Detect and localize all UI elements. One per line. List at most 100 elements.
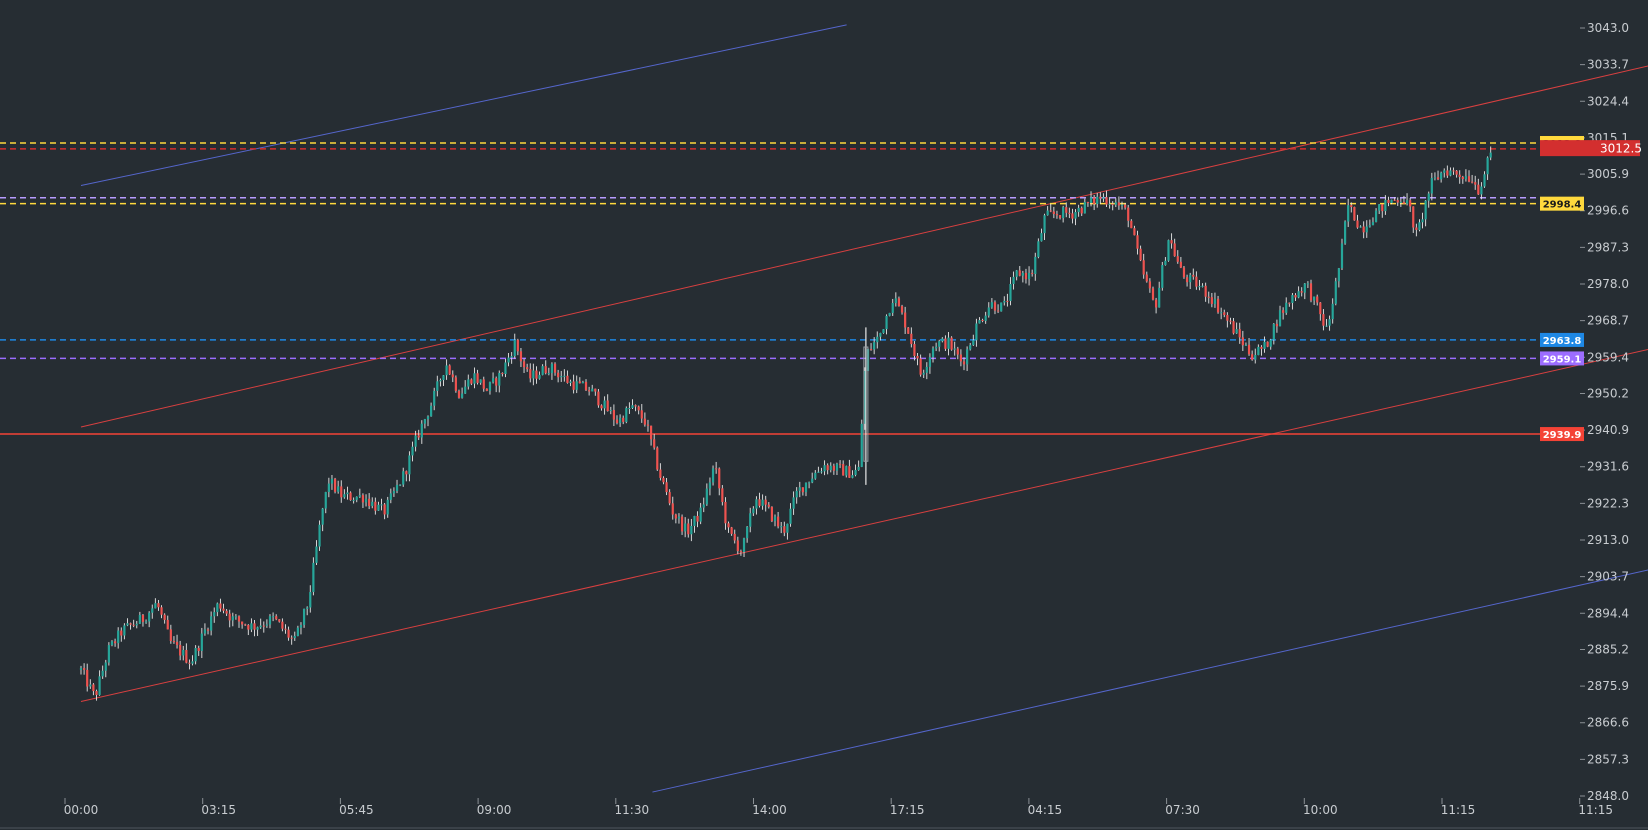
candle-body xyxy=(553,363,557,373)
time-tick-label: 17:15 xyxy=(890,803,925,817)
candle-body xyxy=(755,499,758,509)
candle-body xyxy=(120,630,123,636)
candle-body xyxy=(433,390,436,406)
candle-body xyxy=(1446,170,1449,176)
candle-body xyxy=(498,372,501,386)
candle-body xyxy=(987,307,990,316)
candle-body xyxy=(1331,303,1334,320)
candle-body xyxy=(1412,206,1415,228)
candle-body xyxy=(1139,248,1142,261)
candle-body xyxy=(947,337,950,349)
time-tick-label: 09:00 xyxy=(477,803,512,817)
candle-body xyxy=(1176,256,1179,262)
time-axis[interactable]: 00:00 03:15 05:45 09:00 11:30 14:00 17:15 04:15… xyxy=(0,798,1648,829)
trend-line xyxy=(80,24,847,187)
candle-body xyxy=(798,487,801,491)
candle-body xyxy=(1201,285,1204,287)
candle-body xyxy=(163,614,166,620)
candle-body xyxy=(978,319,981,324)
candle-body xyxy=(721,488,724,502)
candle-body xyxy=(1415,227,1418,230)
candle-body xyxy=(1427,193,1430,201)
candle-body xyxy=(832,465,835,471)
candle-body xyxy=(736,540,739,552)
candle-body xyxy=(649,425,653,440)
candle-body xyxy=(1238,329,1241,338)
candle-body xyxy=(516,339,519,352)
candle-body xyxy=(851,475,854,478)
candle-body xyxy=(879,332,882,337)
candle-body xyxy=(730,527,733,534)
candle-body xyxy=(256,627,259,630)
candle-body xyxy=(674,514,677,519)
candle-body xyxy=(916,355,919,359)
candle-body xyxy=(1263,341,1266,349)
candle-body xyxy=(538,374,541,379)
candle-body xyxy=(646,424,650,426)
candle-body xyxy=(113,641,117,644)
candle-body xyxy=(526,367,529,370)
price-tick-label: 2913.0 xyxy=(1587,533,1629,547)
candle-body xyxy=(925,366,928,373)
candle-body xyxy=(151,608,154,613)
price-tick-label: 2968.7 xyxy=(1587,314,1629,328)
candle-body xyxy=(383,504,386,515)
candle-body xyxy=(563,375,566,377)
candle-body xyxy=(1108,203,1111,205)
candle-body xyxy=(609,410,612,412)
candle-body xyxy=(1021,272,1024,276)
candle-body xyxy=(101,670,104,677)
price-tick-label: 3033.7 xyxy=(1587,58,1629,72)
candle-body xyxy=(213,612,216,617)
candle-body xyxy=(271,616,275,618)
candle-body xyxy=(129,623,132,625)
time-tick-label: 11:30 xyxy=(615,803,650,817)
candle-body xyxy=(724,501,727,524)
candle-body xyxy=(606,400,609,412)
candle-body xyxy=(358,495,361,497)
candle-body xyxy=(547,373,550,375)
candle-body xyxy=(972,340,975,346)
price-tag xyxy=(1540,427,1584,442)
candle-body xyxy=(293,635,296,639)
candle-body xyxy=(1182,267,1186,278)
price-tick-label: 2940.9 xyxy=(1587,423,1629,437)
candle-body xyxy=(473,373,476,384)
candle-body xyxy=(491,378,495,383)
candle-body xyxy=(244,624,247,626)
candle-body xyxy=(206,629,210,631)
candle-body xyxy=(566,375,569,383)
candle-body xyxy=(1306,283,1310,285)
candle-body xyxy=(417,435,420,438)
candle-body xyxy=(268,616,272,625)
candle-body xyxy=(262,625,265,627)
candle-body xyxy=(643,418,646,425)
candle-body xyxy=(693,515,696,526)
candle-body xyxy=(702,504,705,508)
candle-body xyxy=(485,388,488,391)
candle-body xyxy=(476,373,479,383)
candle-body xyxy=(711,468,715,483)
candle-body xyxy=(225,610,228,614)
candle-body xyxy=(993,302,997,311)
candle-body xyxy=(1356,220,1359,228)
price-tag xyxy=(1540,351,1584,366)
candle-body xyxy=(1350,205,1353,207)
candle-body xyxy=(541,366,544,375)
candle-body xyxy=(1288,302,1291,304)
candle-body xyxy=(1443,170,1446,173)
candle-body xyxy=(904,312,907,328)
candle-body xyxy=(179,644,182,656)
candle-body xyxy=(826,465,829,471)
candle-body xyxy=(1040,233,1043,242)
candle-body xyxy=(1433,177,1437,179)
candle-body xyxy=(1009,283,1012,302)
candle-body xyxy=(891,303,894,313)
candle-body xyxy=(349,492,352,501)
candle-body xyxy=(200,633,203,651)
candle-body xyxy=(501,372,504,374)
trend-line xyxy=(80,348,1648,702)
candle-body xyxy=(504,362,507,374)
